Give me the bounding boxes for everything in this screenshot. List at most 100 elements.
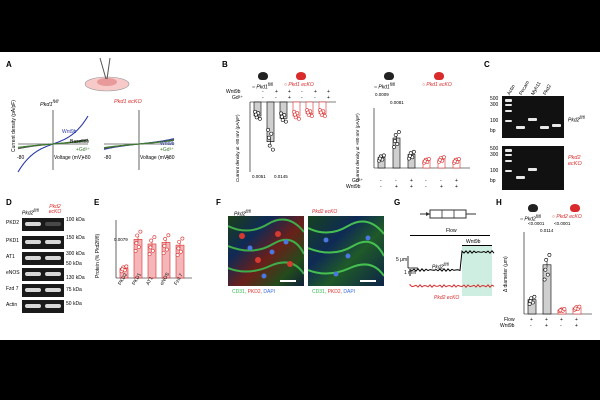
panel-h-ylabel: Δ diameter (μm)	[503, 256, 509, 292]
kda-marker-4: 130 kDa	[66, 275, 85, 281]
h-wnt-sign-2: -	[560, 323, 562, 329]
blot-pkd2	[22, 218, 64, 231]
data-point	[532, 294, 537, 299]
ladder-wt-bp: bp	[490, 128, 496, 134]
panel-b-row-gd: Gd³⁺	[232, 95, 243, 101]
panel-b-legend-ko-2: ○ Pkd1 ecKO	[422, 82, 452, 88]
gel-wt	[502, 96, 564, 138]
data-point	[381, 153, 386, 158]
data-point	[547, 253, 552, 257]
panel-g-wnt: Wnt9b	[466, 239, 481, 245]
b-wnt-sign-1: +	[275, 89, 278, 95]
mouse-wt-icon-2	[384, 72, 394, 80]
figure-panel: A Pkd1fl/fl Pkd1 ecKO Current density (p…	[0, 52, 600, 340]
data-point	[453, 159, 457, 164]
blot-band-ko	[45, 256, 61, 260]
blot-band-ko	[45, 288, 61, 292]
data-point	[149, 238, 154, 243]
panel-d-label: D	[6, 198, 12, 207]
panel-e-ylabel: Protein (% Pkd2fl/fl)	[95, 233, 101, 278]
panel-b-p-left-1: 0.0051	[252, 174, 266, 179]
panel-d-col-wt: Pkd2fl/fl	[22, 208, 39, 217]
micrograph-ko	[308, 216, 384, 286]
trace-ko	[409, 284, 495, 288]
b-wnt-sign-2-3: -	[425, 184, 427, 190]
data-point	[150, 248, 155, 253]
data-point	[558, 308, 563, 313]
data-point	[544, 257, 549, 262]
b-gd-sign-4: -	[314, 95, 316, 101]
blot-band-wt	[25, 222, 41, 226]
panel-g-flow: Flow	[446, 228, 457, 234]
mouse-ko-icon	[296, 72, 306, 80]
b-wnt-sign-2: +	[288, 89, 291, 95]
b-wnt-sign-2-4: +	[440, 184, 443, 190]
b-gd-sign-2-2: +	[410, 178, 413, 184]
panel-b-p-right-1: 0.0009	[375, 92, 389, 97]
blot-band-wt	[25, 240, 41, 244]
data-point	[135, 233, 140, 238]
panel-b-row-gd-2: Gd³⁺	[352, 178, 363, 184]
data-point	[392, 139, 397, 143]
blot-band-wt	[25, 256, 41, 260]
data-point	[163, 236, 168, 241]
vessel-schematic	[420, 209, 476, 219]
blot-row-label-fzd-7: Fzd 7	[6, 286, 19, 292]
blot-actin	[22, 300, 64, 313]
data-point	[562, 307, 567, 311]
b-gd-sign-2-0: -	[380, 178, 382, 184]
panel-a-wt-title: Pkd1fl/fl	[40, 99, 59, 108]
blot-band-ko	[45, 304, 61, 308]
data-point	[392, 145, 397, 149]
kda-marker-6: 50 kDa	[66, 301, 82, 307]
data-point	[133, 249, 138, 253]
iv-curve-wt	[17, 110, 89, 173]
data-point	[269, 131, 274, 136]
data-point	[306, 110, 310, 115]
h-wnt-sign-3: +	[575, 323, 578, 329]
b-wnt-sign-2-2: +	[410, 184, 413, 190]
h-wnt-sign-0: -	[530, 323, 532, 329]
data-point	[573, 306, 578, 311]
panel-a-ko-wnt-label: Wnt9b	[160, 141, 175, 147]
data-point	[543, 267, 548, 272]
panel-b-p-right-2: 0.0081	[390, 100, 404, 105]
panel-a-x-left: -80	[17, 155, 25, 161]
panel-a-x-right: +80	[82, 155, 91, 161]
data-point	[280, 114, 284, 119]
blot-band-ko	[45, 240, 61, 244]
trace-wt	[409, 250, 495, 276]
panel-a-wnt-label: Wnt9b	[62, 129, 77, 135]
panel-a-ko-xlabel: Voltage (mV)	[140, 155, 169, 161]
kda-marker-3: 50 kDa	[66, 261, 82, 267]
micrograph-wt	[228, 216, 304, 286]
b-gd-sign-1: -	[275, 95, 277, 101]
data-point	[542, 277, 547, 282]
panel-h-label: H	[496, 198, 502, 207]
panel-e-p: 0.0079	[114, 237, 128, 242]
gel-lane-pecam: Pecam	[518, 80, 532, 97]
data-point	[152, 235, 157, 240]
blot-enos	[22, 268, 64, 281]
panel-g-scale-y: 5 μm	[396, 257, 408, 263]
ladder-wt-500: 500	[490, 96, 499, 102]
gel-ko-label: Pkd2 ecKO	[568, 155, 582, 167]
data-point	[284, 119, 288, 124]
b-gd-sign-2-4: -	[440, 178, 442, 184]
h-flow-sign-3: +	[575, 317, 578, 323]
h-wnt-sign-1: +	[545, 323, 548, 329]
b-wnt-sign-3: -	[301, 89, 303, 95]
data-point	[266, 127, 271, 132]
iv-curve-ko	[103, 110, 175, 170]
data-point	[323, 114, 327, 118]
b-wnt-sign-5: +	[327, 89, 330, 95]
panel-b-legend-wt-2: ○ Pkd1fl/fl	[374, 82, 396, 91]
blot-row-label-actin: Actin	[6, 302, 18, 308]
panel-h-p-2: <0.0001	[554, 221, 571, 226]
data-point	[138, 229, 143, 234]
data-point	[177, 239, 182, 244]
ladder-ko-bp: bp	[490, 178, 496, 184]
panel-g-scale-x: 1 min	[404, 270, 417, 276]
panel-a-baseline-label: Baseline	[70, 139, 90, 145]
data-point	[457, 157, 461, 161]
